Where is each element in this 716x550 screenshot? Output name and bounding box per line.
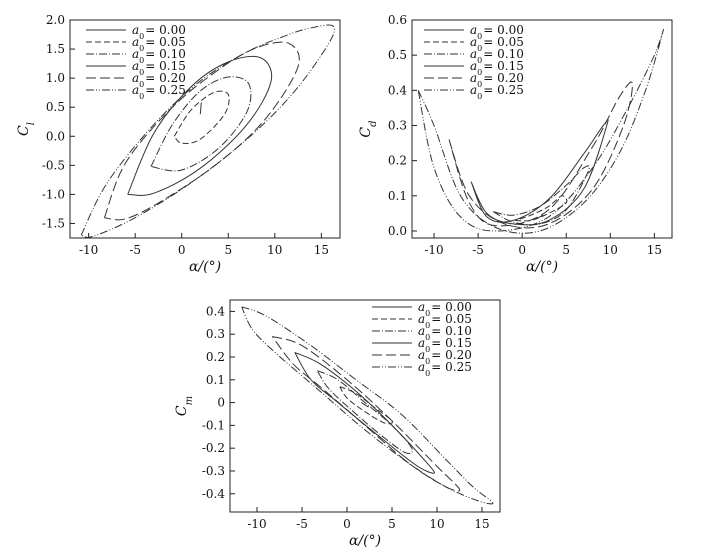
legend-label: a0= 0.20: [132, 71, 186, 89]
legend-label: a0= 0.05: [132, 35, 186, 53]
series-loop-a0-0.20: [448, 81, 633, 229]
legend-label: a0= 0.25: [418, 360, 472, 378]
y-tick-label: 0.4: [206, 304, 225, 318]
y-tick-label: 0.2: [388, 154, 407, 168]
y-tick-label: -0.1: [202, 418, 225, 432]
y-tick-label: 0.2: [206, 350, 225, 364]
x-tick-label: 5: [562, 243, 570, 257]
series-loop-a0-0.20: [103, 41, 300, 221]
x-tick-label: -5: [129, 243, 141, 257]
plot-frame: [411, 19, 673, 239]
x-tick-label: 15: [314, 243, 329, 257]
legend-label: a0= 0.05: [418, 312, 472, 330]
x-tick-label: -5: [472, 243, 484, 257]
legend-label: a0= 0.00: [418, 300, 472, 318]
x-tick-label: 10: [429, 517, 444, 531]
x-tick-label: -10: [424, 243, 443, 257]
x-tick-label: 5: [388, 517, 396, 531]
y-tick-label: -1.5: [42, 216, 65, 230]
chart-cl: -10 -5 0 5 10 15 -1.5 -1.0 -0.5 0.0 0.5 1.0 1.5 2.0 α/…: [16, 13, 341, 275]
legend-label: a0= 0.10: [132, 47, 186, 65]
x-tick-label: -10: [79, 243, 98, 257]
legend-label: a0= 0.00: [470, 23, 524, 41]
legend-label: a0= 0.15: [132, 59, 186, 77]
series-loop-a0-0.15: [127, 55, 273, 196]
x-tick-label: 0: [518, 243, 526, 257]
y-tick-label: 0.5: [46, 100, 65, 114]
y-axis-label: Cm: [174, 396, 195, 416]
y-tick-label: 1.5: [46, 42, 65, 56]
series-loop-a0-0.10: [316, 370, 413, 454]
chart-cd: -10 -5 0 5 10 15 0.0 0.1 0.2 0.3 0.4 0.5 0.6 α/(°) Cd a…: [358, 13, 673, 275]
legend-label: a0= 0.15: [418, 336, 472, 354]
y-tick-label: 0.1: [388, 189, 407, 203]
y-tick-label: -0.3: [202, 464, 225, 478]
legend-label: a0= 0.15: [470, 59, 524, 77]
x-tick-label: 0: [178, 243, 186, 257]
legend-label: a0= 0.20: [470, 71, 524, 89]
series-loop-a0-0.00: [199, 102, 202, 115]
series-loop-a0-0.10: [150, 76, 252, 172]
y-tick-label: -0.5: [42, 158, 65, 172]
legend-label: a0= 0.20: [418, 348, 472, 366]
series-loop-a0-0.25: [417, 28, 664, 234]
y-tick-label: -0.2: [202, 441, 225, 455]
plot-frame: [229, 299, 501, 513]
x-tick-label: 10: [603, 243, 618, 257]
x-axis-label: α/(°): [349, 533, 381, 549]
x-tick-label: 0: [343, 517, 351, 531]
series-loop-a0-0.05: [173, 90, 230, 144]
x-axis-label: α/(°): [189, 259, 221, 275]
y-tick-label: -0.4: [202, 487, 226, 501]
series-loop-a0-0.20: [271, 336, 461, 492]
x-axis-label: α/(°): [526, 259, 558, 275]
y-tick-label: 0.0: [46, 129, 65, 143]
y-tick-label: 2.0: [46, 13, 65, 27]
legend-label: a0= 0.00: [132, 23, 186, 41]
y-tick-label: 0.0: [388, 224, 407, 238]
legend-label: a0= 0.25: [132, 83, 186, 101]
x-tick-label: 5: [224, 243, 232, 257]
legend-label: a0= 0.10: [418, 324, 472, 342]
x-tick-label: -10: [247, 517, 266, 531]
chart-cm: -10 -5 0 5 10 15 -0.4 -0.3 -0.2 -0.1 0 0.1 0.2 0.3 0.4…: [174, 299, 501, 549]
y-tick-label: 0.5: [388, 48, 407, 62]
y-tick-label: 0: [217, 396, 225, 410]
legend-label: a0= 0.05: [470, 35, 524, 53]
y-axis-label: Cd: [358, 120, 379, 137]
y-tick-label: 0.1: [206, 373, 225, 387]
x-tick-label: 15: [474, 517, 489, 531]
y-tick-label: 0.4: [388, 83, 407, 97]
series-loop-a0-0.10: [492, 165, 590, 226]
series-loop-a0-0.25: [241, 306, 494, 505]
y-axis-label: Cl: [16, 122, 37, 136]
x-tick-label: -5: [296, 517, 308, 531]
x-tick-label: 15: [647, 243, 662, 257]
x-tick-label: 10: [267, 243, 282, 257]
y-tick-label: -1.0: [42, 187, 65, 201]
y-tick-label: 0.3: [388, 118, 407, 132]
legend-label: a0= 0.10: [470, 47, 524, 65]
y-tick-label: 0.6: [388, 13, 407, 27]
y-tick-label: 0.3: [206, 327, 225, 341]
series-loop-a0-0.00: [361, 402, 369, 408]
legend-label: a0= 0.25: [470, 83, 524, 101]
y-tick-label: 1.0: [46, 71, 65, 85]
series-loop-a0-0.25: [80, 24, 336, 238]
series-loop-a0-0.15: [294, 351, 436, 474]
series-loop-a0-0.05: [514, 195, 568, 222]
plot-frame: [69, 19, 341, 239]
